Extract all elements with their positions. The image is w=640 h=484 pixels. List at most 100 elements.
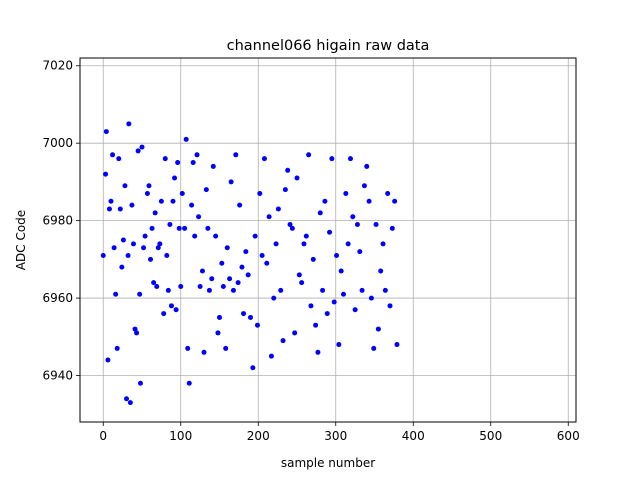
data-point <box>100 252 106 258</box>
y-tick-label: 6960 <box>42 291 73 305</box>
x-tick-label: 200 <box>247 429 270 443</box>
data-point <box>382 287 388 293</box>
data-point <box>359 287 365 293</box>
data-point <box>299 280 305 286</box>
data-point <box>329 156 335 162</box>
data-point <box>148 256 154 262</box>
data-point <box>206 287 212 293</box>
data-point <box>189 202 195 208</box>
data-point <box>322 198 328 204</box>
x-axis-ticks: 0 100 200 300 400 500 600 <box>99 422 580 443</box>
data-point <box>394 342 400 348</box>
data-point <box>154 283 160 289</box>
data-point <box>264 260 270 266</box>
data-point <box>176 225 182 231</box>
data-point <box>278 287 284 293</box>
data-point <box>192 233 198 239</box>
data-point <box>105 357 111 363</box>
data-point <box>116 156 122 162</box>
data-point <box>134 330 140 336</box>
data-point <box>285 167 291 173</box>
data-point <box>162 156 168 162</box>
x-tick-label: 100 <box>169 429 192 443</box>
data-point <box>130 241 136 247</box>
data-point <box>378 268 384 274</box>
data-point <box>125 252 131 258</box>
data-point <box>111 245 117 251</box>
data-point <box>168 303 174 309</box>
x-tick-label: 300 <box>324 429 347 443</box>
data-point <box>343 191 349 197</box>
data-point <box>371 345 377 351</box>
data-point <box>197 283 203 289</box>
data-point <box>161 311 167 317</box>
data-point <box>127 400 133 406</box>
data-point <box>110 152 116 158</box>
data-point <box>282 187 288 193</box>
data-point <box>338 268 344 274</box>
plot-frame <box>79 57 577 423</box>
data-point <box>364 163 370 169</box>
data-point <box>315 349 321 355</box>
data-point <box>155 245 161 251</box>
chart-title: channel066 higain raw data <box>227 38 430 54</box>
data-point <box>228 179 234 185</box>
data-point <box>254 322 260 328</box>
data-point <box>178 283 184 289</box>
data-point <box>135 148 141 154</box>
data-point <box>275 206 281 212</box>
data-point <box>375 326 381 332</box>
x-tick-label: 400 <box>402 429 425 443</box>
data-point <box>320 287 326 293</box>
data-point <box>235 280 241 286</box>
data-point <box>164 252 170 258</box>
data-point <box>361 183 367 189</box>
data-point <box>119 264 125 270</box>
y-tick-label: 6940 <box>42 369 73 383</box>
data-point <box>142 233 148 239</box>
y-axis-ticks: 6940 6960 6980 7000 7020 <box>42 59 80 383</box>
data-point <box>217 314 222 320</box>
data-point <box>368 295 374 301</box>
data-point <box>303 233 309 239</box>
x-tick-label: 0 <box>99 429 107 443</box>
data-point <box>237 202 243 208</box>
data-point <box>224 245 230 251</box>
data-point <box>301 241 307 247</box>
data-point <box>268 353 274 359</box>
data-point <box>350 214 356 220</box>
data-point <box>172 175 178 181</box>
data-point <box>308 303 314 309</box>
data-point <box>151 280 157 286</box>
y-tick-label: 7020 <box>42 59 73 73</box>
data-point <box>306 152 312 158</box>
data-point <box>248 314 253 320</box>
data-point <box>250 365 256 371</box>
data-point <box>266 214 272 220</box>
data-point <box>227 276 233 282</box>
data-point <box>354 222 360 228</box>
data-point <box>194 152 200 158</box>
data-point <box>165 287 171 293</box>
data-point <box>146 183 152 189</box>
data-point <box>141 245 147 251</box>
data-point <box>185 345 191 351</box>
data-point <box>120 237 126 243</box>
data-point <box>389 225 395 231</box>
data-point <box>313 322 319 328</box>
data-point <box>103 171 109 177</box>
data-point <box>239 264 245 270</box>
x-tick-label: 600 <box>557 429 580 443</box>
x-tick-label: 500 <box>479 429 502 443</box>
data-point <box>296 272 302 278</box>
data-point <box>114 345 120 351</box>
data-point <box>137 291 143 297</box>
data-point <box>327 229 333 235</box>
data-point <box>201 349 207 355</box>
data-point <box>366 198 372 204</box>
data-point <box>152 210 158 216</box>
data-point <box>215 330 221 336</box>
data-point <box>336 342 342 348</box>
data-point <box>175 160 181 166</box>
